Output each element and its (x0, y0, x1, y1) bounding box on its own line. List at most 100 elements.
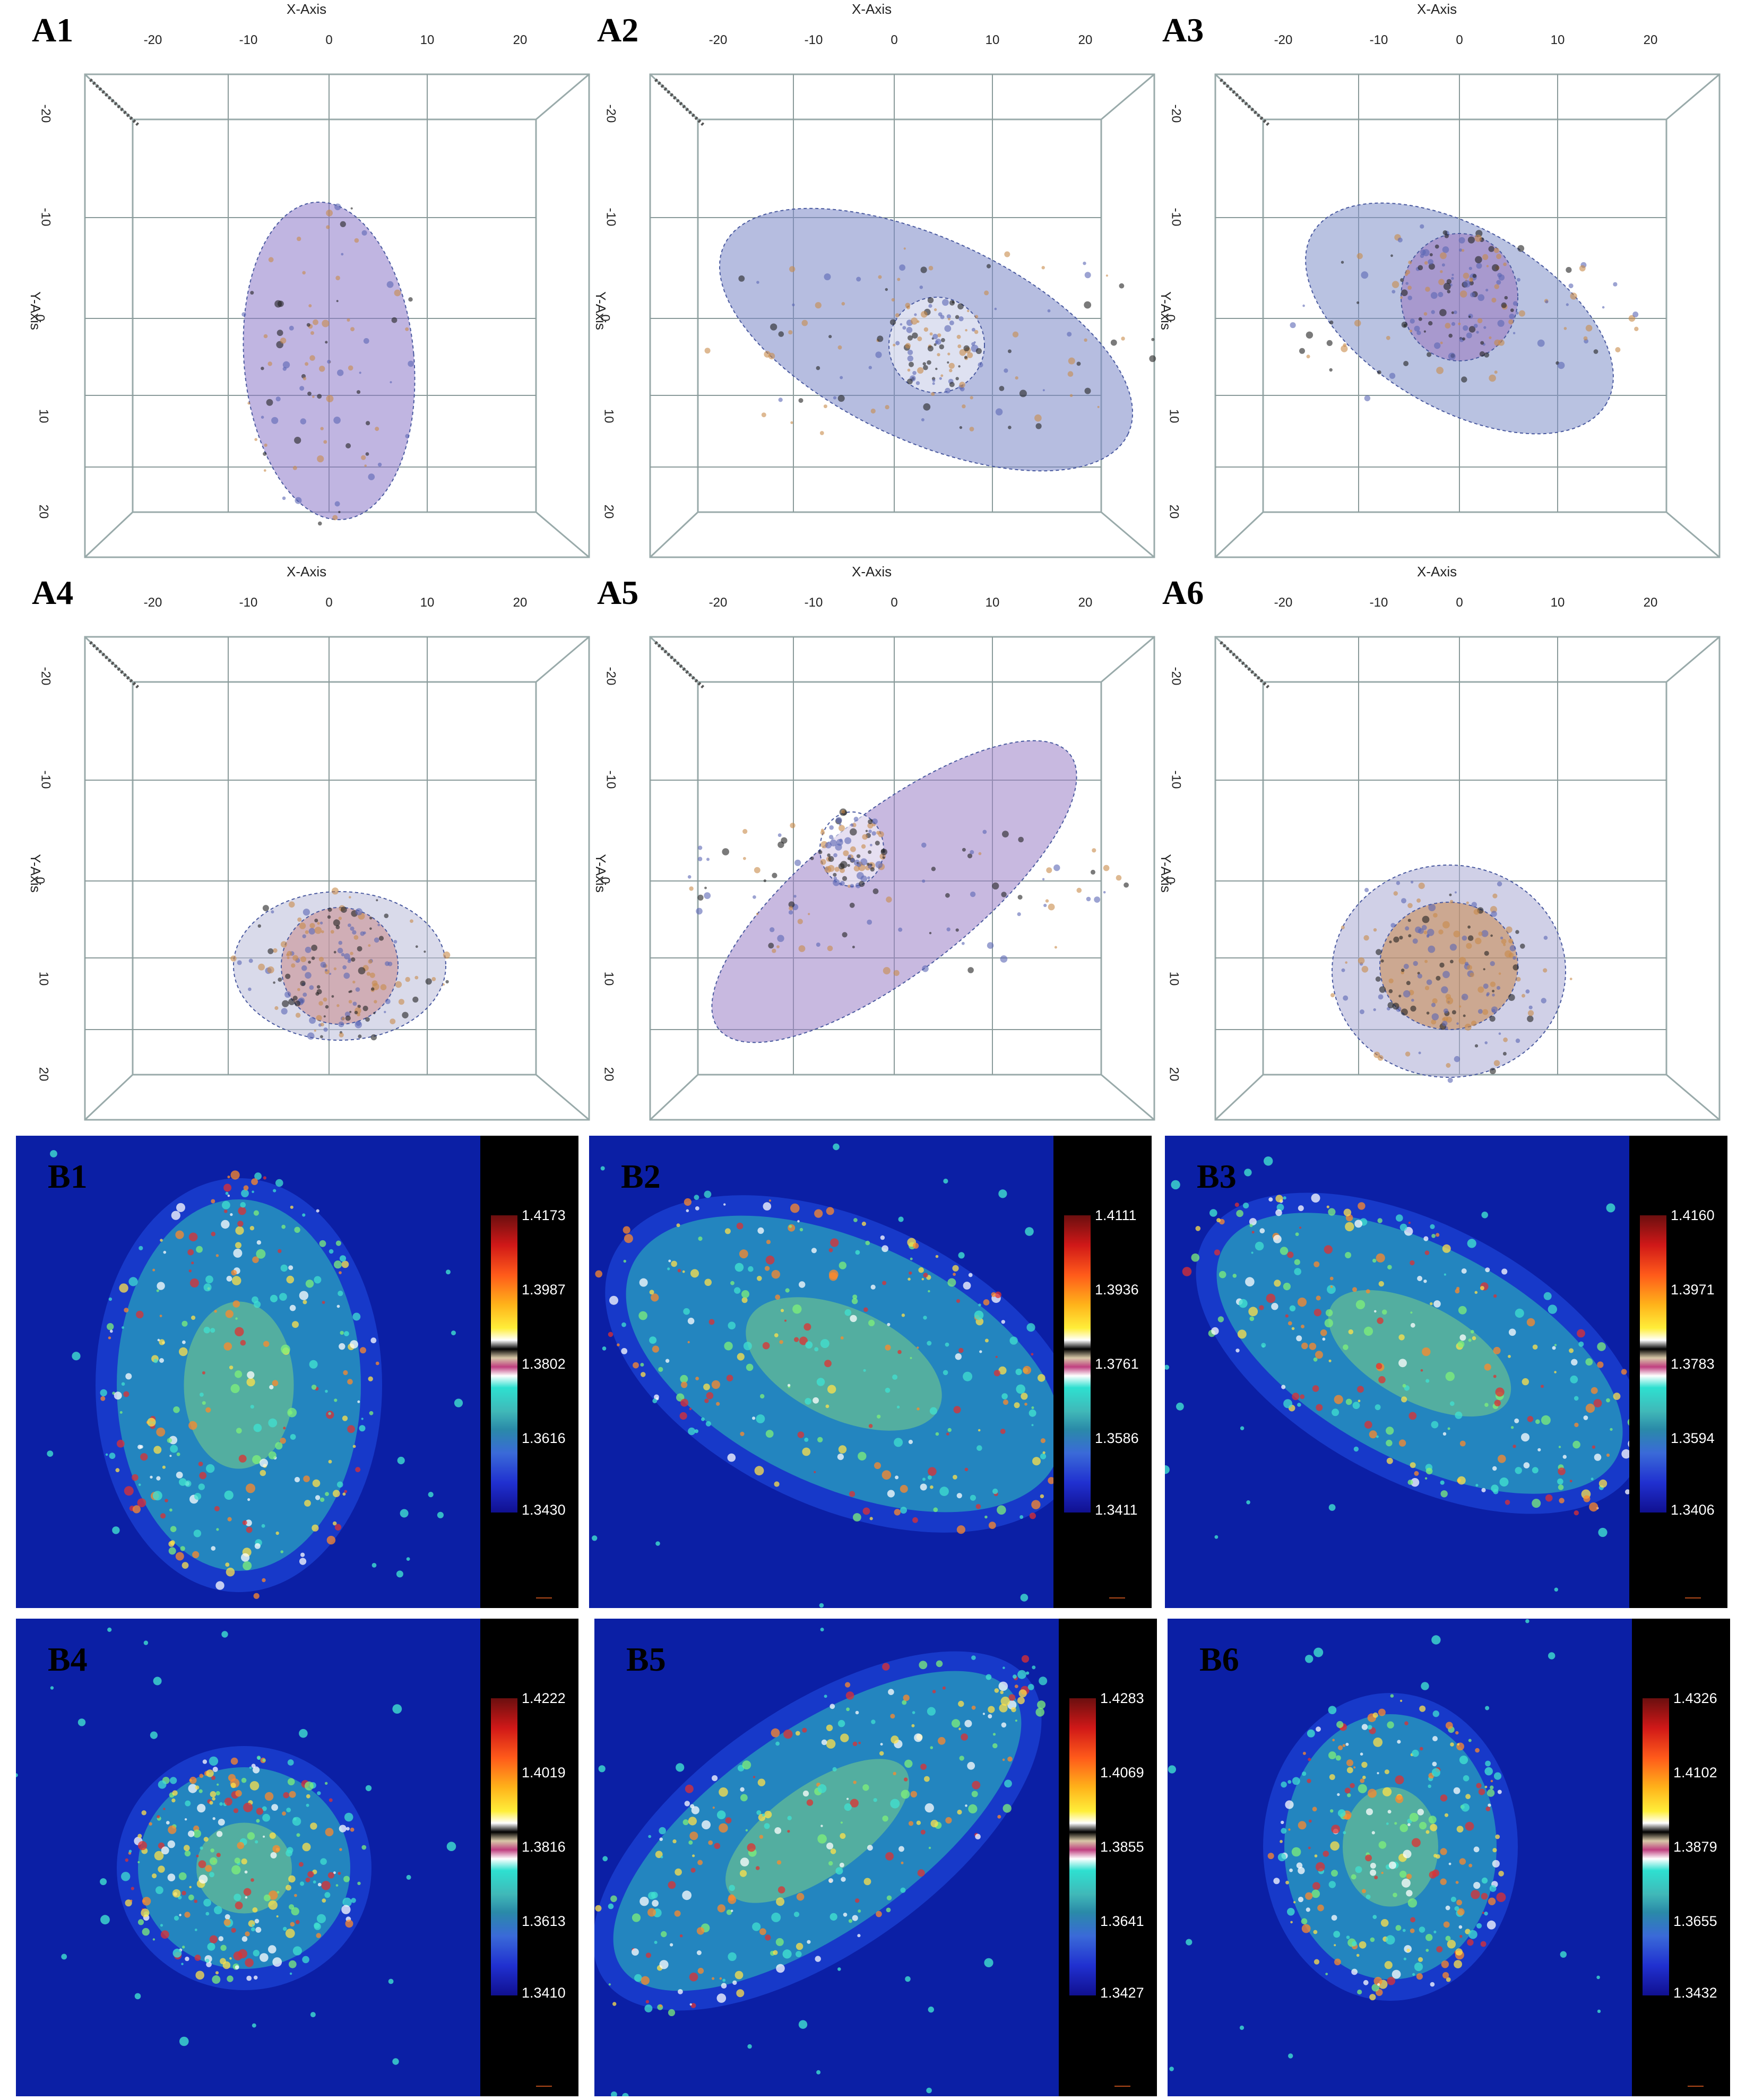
y-tick-label: -10 (1169, 770, 1183, 789)
colorbar-value: 1.4283 (1100, 1690, 1144, 1706)
x-tick-label: 0 (891, 33, 898, 47)
colorbar-value: 1.4019 (522, 1765, 566, 1781)
colorbar-gradient (1069, 1698, 1096, 1995)
x-tick-label: 10 (420, 33, 435, 47)
panel-b1: B1 1.4173 1.3987 1.3802 1.3616 1.3430 (16, 1136, 578, 1608)
panel-label: B2 (621, 1157, 661, 1195)
colorbar-value: 1.3802 (522, 1356, 566, 1372)
panel-a2: A2 X-Axis Y-Axis -20 -10 0 10 20 -20 -10 0 10 20 (593, 0, 1165, 568)
x-tick-label: -20 (143, 33, 162, 47)
colorbar-value: 1.4111 (1095, 1207, 1137, 1223)
y-tick-label: 20 (601, 1067, 616, 1082)
refractive-index-map (16, 1627, 456, 2065)
colorbar-value: 1.3586 (1095, 1430, 1139, 1446)
volume-rendering (649, 636, 1155, 1121)
x-tick-label: 20 (1078, 33, 1093, 47)
refractive-index-map (47, 1150, 463, 1599)
colorbar-value: 1.4102 (1673, 1765, 1717, 1781)
x-tick-label: 0 (1456, 595, 1463, 610)
colorbar: 1.4160 1.3971 1.3783 1.3594 1.3406 (1629, 1136, 1727, 1608)
x-tick-label: -10 (239, 595, 258, 610)
volume-rendering (84, 73, 590, 558)
x-tick-label: 20 (513, 33, 528, 47)
y-tick-label: 0 (32, 314, 47, 322)
colorbar: 1.4283 1.4069 1.3855 1.3641 1.3427 (1059, 1619, 1157, 2096)
scale-bar (1688, 2086, 1704, 2087)
colorbar-value: 1.3761 (1095, 1356, 1139, 1372)
scale-bar (1109, 1597, 1125, 1598)
colorbar-value: 1.3410 (522, 1985, 566, 2001)
y-tick-label: -10 (38, 208, 53, 227)
colorbar: 1.4222 1.4019 1.3816 1.3613 1.3410 (480, 1619, 578, 2096)
colorbar-value: 1.3987 (522, 1282, 566, 1298)
x-axis-title: X-Axis (852, 564, 892, 580)
y-tick-label: -20 (1169, 667, 1183, 686)
panel-a1: A1 X-Axis Y-Axis -20 -10 0 10 20 -20 -10 0 10 20 (28, 0, 600, 568)
colorbar-value: 1.3936 (1095, 1282, 1139, 1298)
colorbar-gradient (491, 1698, 517, 1995)
x-tick-label: 20 (1643, 33, 1658, 47)
colorbar-value: 1.4173 (522, 1207, 566, 1223)
x-axis-title: X-Axis (1417, 564, 1457, 580)
volume-rendering (649, 73, 1156, 558)
refractive-index-map (1165, 1156, 1629, 1592)
panel-label: A2 (597, 11, 639, 49)
colorbar-value: 1.3783 (1671, 1356, 1715, 1372)
panel-label: B6 (1199, 1640, 1239, 1678)
y-tick-label: 10 (1166, 409, 1181, 424)
x-tick-label: 10 (1550, 595, 1565, 610)
colorbar-value: 1.3641 (1100, 1913, 1144, 1929)
x-tick-label: -10 (1369, 595, 1388, 610)
panel-b4: B4 1.4222 1.4019 1.3816 1.3613 1.3410 (16, 1619, 578, 2096)
colorbar-value: 1.3855 (1100, 1839, 1144, 1855)
scale-bar (1685, 1597, 1701, 1598)
panel-label: A4 (32, 574, 74, 611)
y-axis-title: Y-Axis (27, 291, 44, 330)
y-tick-label: -10 (1169, 208, 1183, 227)
x-tick-label: 20 (1078, 595, 1093, 610)
y-axis-title: Y-Axis (27, 854, 44, 893)
y-tick-label: 0 (1163, 314, 1178, 322)
panel-b2: B2 1.4111 1.3936 1.3761 1.3586 1.3411 (589, 1136, 1152, 1608)
x-axis-title: X-Axis (1417, 1, 1457, 17)
y-tick-label: 0 (32, 877, 47, 884)
panel-label: A5 (597, 574, 639, 611)
panel-label: B3 (1197, 1157, 1237, 1195)
x-tick-label: 20 (1643, 595, 1658, 610)
colorbar-gradient (1640, 1215, 1666, 1513)
refractive-index-map (592, 1143, 1053, 1608)
y-tick-label: -20 (603, 667, 618, 686)
panel-b6: B6 1.4326 1.4102 1.3879 1.3655 1.3432 (1168, 1619, 1730, 2096)
x-tick-label: -10 (1369, 33, 1388, 47)
colorbar-value: 1.3655 (1673, 1913, 1717, 1929)
x-tick-label: -10 (239, 33, 258, 47)
x-axis-title: X-Axis (852, 1, 892, 17)
panel-label: A3 (1162, 11, 1204, 49)
y-tick-label: 10 (36, 971, 51, 986)
x-tick-label: -10 (804, 33, 823, 47)
y-tick-label: -20 (38, 667, 53, 686)
panel-label: B5 (626, 1640, 666, 1678)
colorbar-value: 1.3406 (1671, 1502, 1715, 1518)
x-tick-label: 10 (420, 595, 435, 610)
colorbar-value: 1.3432 (1673, 1985, 1717, 2001)
colorbar-value: 1.3430 (522, 1502, 566, 1518)
y-tick-label: 10 (601, 409, 616, 424)
y-tick-label: -10 (603, 208, 618, 227)
panel-b3: B3 1.4160 1.3971 1.3783 1.3594 1.3406 (1165, 1136, 1727, 1608)
colorbar-value: 1.4160 (1671, 1207, 1715, 1223)
x-tick-label: 10 (985, 33, 1000, 47)
y-tick-label: 10 (601, 971, 616, 986)
colorbar-value: 1.4069 (1100, 1765, 1144, 1781)
colorbar-value: 1.4222 (522, 1690, 566, 1706)
panel-a5: A5 X-Axis Y-Axis -20 -10 0 10 20 -20 -10 0 10 20 (593, 563, 1165, 1130)
colorbar-value: 1.3613 (522, 1913, 566, 1929)
y-tick-label: -20 (38, 104, 53, 123)
refractive-index-map (594, 1628, 1048, 2096)
y-tick-label: 20 (1166, 1067, 1181, 1082)
panel-a3: A3 X-Axis Y-Axis -20 -10 0 10 20 -20 -10 0 10 20 (1158, 0, 1730, 568)
x-tick-label: 0 (325, 33, 333, 47)
y-tick-label: 20 (36, 504, 51, 519)
volume-rendering (1214, 73, 1721, 558)
panel-label: A6 (1162, 574, 1204, 611)
